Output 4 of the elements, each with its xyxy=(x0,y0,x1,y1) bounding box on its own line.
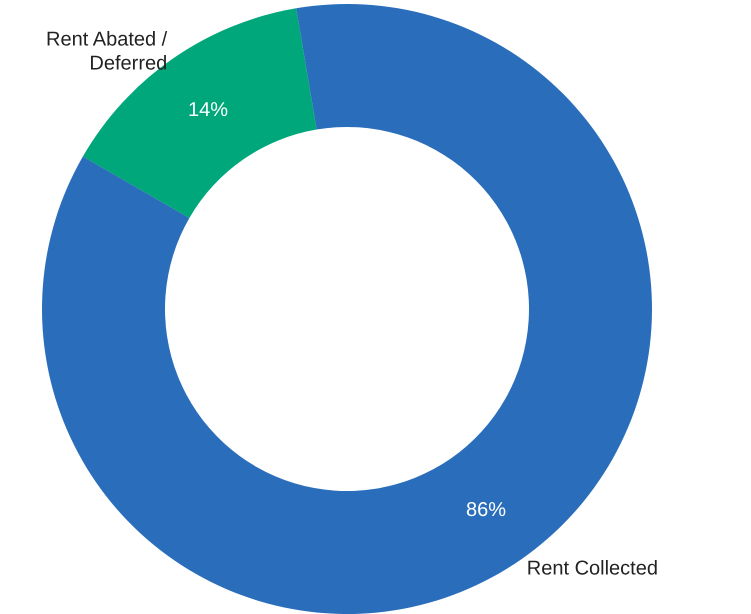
slice-label: Rent Collected xyxy=(526,558,658,580)
data-label: 14% xyxy=(188,99,228,122)
slice-label: Rent Abated / Deferred xyxy=(46,28,168,74)
data-label: 86% xyxy=(466,498,506,521)
